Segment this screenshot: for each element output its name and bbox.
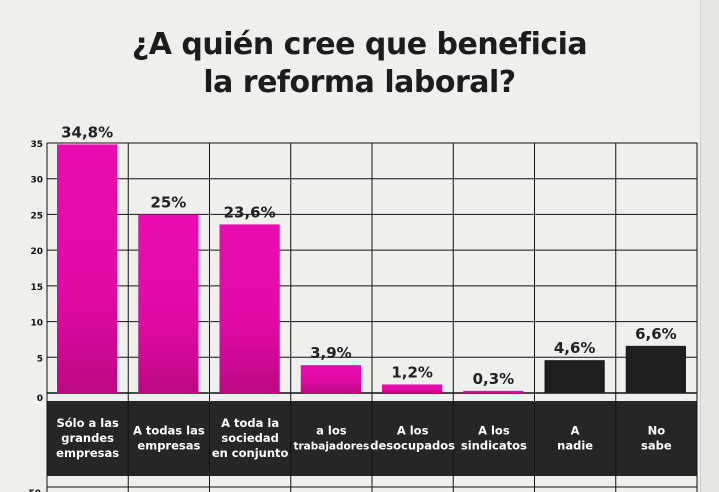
y-tick-label: 5: [37, 354, 43, 364]
category-label: sociedad: [221, 431, 279, 445]
y-tick-label-partial: 50: [28, 489, 41, 492]
chart-title-line-2: la reforma laboral?: [203, 65, 516, 100]
y-tick-label: 0: [37, 394, 43, 404]
category-label: sindicatos: [461, 439, 527, 453]
bar: [382, 384, 443, 393]
category-label: desocupados: [370, 439, 455, 453]
bar: [219, 224, 280, 393]
bar: [57, 144, 118, 393]
category-label: grandes: [61, 431, 114, 445]
category-label: A los: [478, 424, 510, 438]
category-label: a los: [316, 424, 347, 438]
category-label: A los: [397, 424, 429, 438]
data-label: 6,6%: [635, 325, 677, 343]
category-label: nadie: [557, 439, 593, 453]
data-label: 0,3%: [473, 370, 515, 388]
chart-title-line-1: ¿A quién cree que beneficia: [131, 27, 588, 62]
bar: [138, 214, 199, 393]
category-label: A todas las: [133, 424, 205, 438]
category-label: empresas: [137, 439, 200, 453]
page-edge: [700, 0, 719, 492]
y-tick-label: 25: [30, 211, 43, 221]
chart-title: ¿A quién cree que beneficia la reforma l…: [0, 26, 719, 102]
y-tick-label: 20: [30, 247, 43, 257]
category-label: empresas: [56, 446, 119, 460]
data-label: 34,8%: [61, 123, 113, 141]
y-tick-label: 15: [30, 283, 43, 293]
bar: [463, 390, 524, 393]
category-label: No: [648, 424, 666, 438]
category-label: sabe: [641, 439, 672, 453]
category-label: en conjunto: [212, 446, 289, 460]
data-label: 25%: [150, 193, 186, 211]
data-label: 23,6%: [224, 203, 276, 221]
y-tick-label: 30: [30, 176, 43, 186]
y-tick-label: 35: [30, 140, 43, 150]
category-label: trabajadores: [293, 441, 369, 453]
category-label: A: [571, 424, 580, 438]
data-label: 3,9%: [310, 344, 352, 362]
bar: [300, 365, 361, 393]
category-label: A toda la: [221, 416, 279, 430]
y-tick-label: 10: [30, 319, 43, 329]
data-label: 1,2%: [391, 363, 433, 381]
data-label: 4,6%: [554, 339, 596, 357]
bar: [544, 360, 605, 393]
bar: [625, 345, 686, 393]
category-label: Sólo a las: [56, 416, 118, 430]
